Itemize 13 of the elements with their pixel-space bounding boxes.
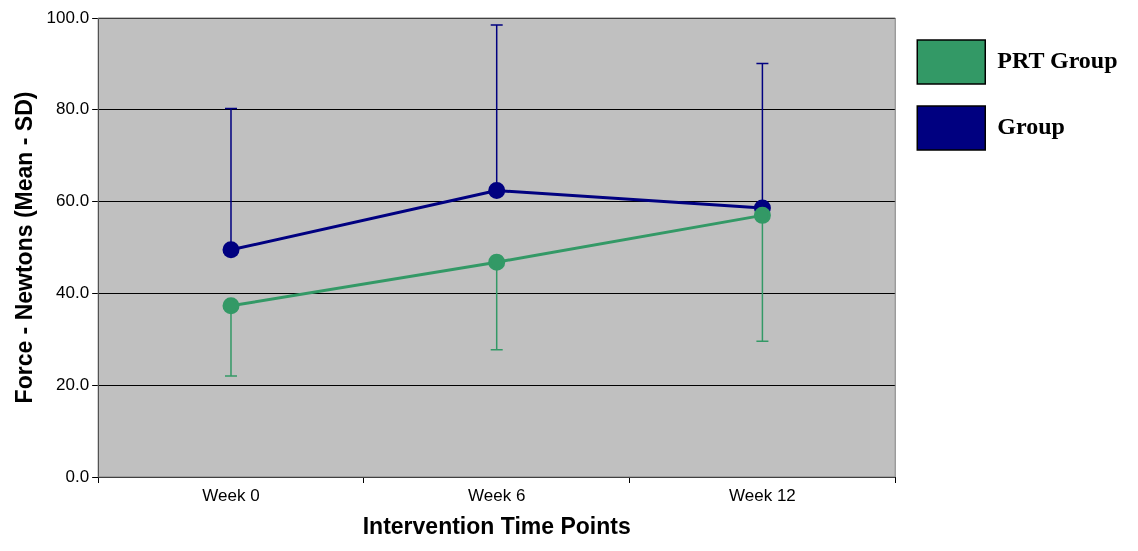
y-tick-label: 60.0 — [56, 191, 90, 211]
legend-label: Group — [997, 113, 1065, 140]
y-tick-label: 0.0 — [65, 466, 90, 486]
x-tick-label: Week 12 — [729, 485, 796, 505]
x-tick-label: Week 6 — [468, 485, 526, 505]
y-tick-label: 100.0 — [46, 7, 90, 27]
y-tick-label: 40.0 — [56, 283, 90, 303]
x-tick-label: Week 0 — [202, 485, 260, 505]
x-axis-title: Intervention Time Points — [362, 512, 631, 539]
legend-label: PRT Group — [997, 47, 1118, 74]
y-tick-label: 20.0 — [56, 374, 90, 394]
y-axis-title: Force - Newtons (Mean - SD) — [11, 91, 38, 404]
y-tick-label: 80.0 — [56, 99, 90, 119]
